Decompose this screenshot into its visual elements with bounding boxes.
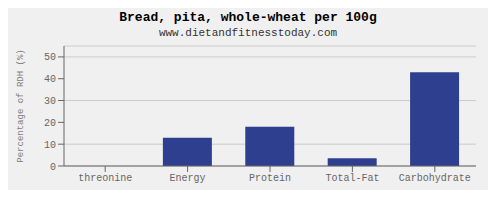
svg-text:Energy: Energy <box>170 173 206 184</box>
svg-text:30: 30 <box>44 96 56 107</box>
html-text:www.dietandfitnesstoday.com: www.dietandfitnesstoday.com <box>158 27 338 39</box>
svg-text:Carbohydrate: Carbohydrate <box>399 173 471 184</box>
svg-text:10: 10 <box>44 140 56 151</box>
svg-text:50: 50 <box>44 52 56 63</box>
svg-text:0: 0 <box>50 162 56 173</box>
svg-text:Protein: Protein <box>249 173 291 184</box>
svg-text:40: 40 <box>44 74 56 85</box>
html-text:Bread, pita, whole-wheat per 1: Bread, pita, whole-wheat per 100g <box>119 10 377 25</box>
svg-text:Percentage of RDH (%): Percentage of RDH (%) <box>16 49 26 162</box>
svg-text:20: 20 <box>44 118 56 129</box>
svg-text:threonine: threonine <box>78 173 132 184</box>
svg-text:Total-Fat: Total-Fat <box>325 173 379 184</box>
